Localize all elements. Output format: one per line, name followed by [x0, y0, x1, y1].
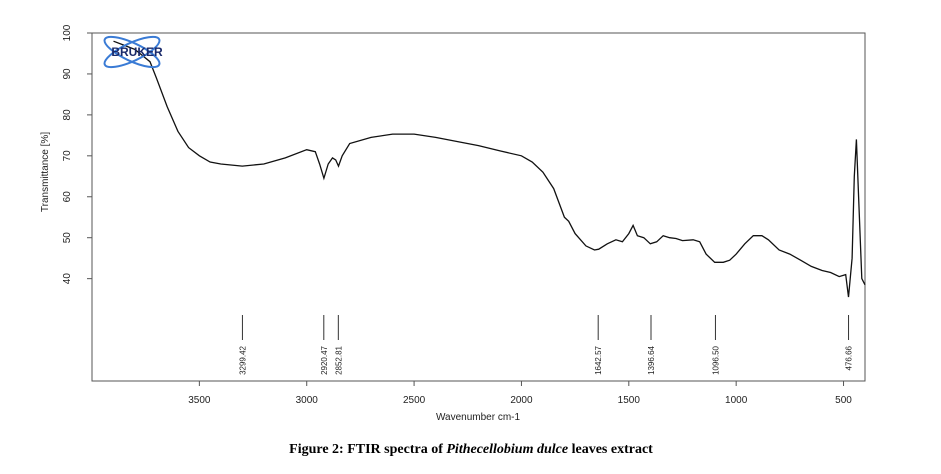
caption: Figure 2: FTIR spectra of Pithecellobium…	[289, 442, 653, 457]
x-tick-label: 1000	[725, 395, 748, 406]
caption-suffix: leaves extract	[568, 442, 653, 457]
y-axis-label: Transmittance [%]	[40, 132, 51, 212]
x-tick-label: 2500	[403, 395, 426, 406]
y-tick-label: 100	[62, 24, 73, 41]
y-tick-label: 70	[62, 150, 73, 162]
peak-label: 2852.81	[334, 345, 343, 374]
y-tick-label: 90	[62, 68, 73, 80]
x-tick-label: 2000	[510, 395, 533, 406]
caption-species: Pithecellobium dulce	[446, 442, 568, 457]
y-tick-label: 40	[62, 273, 73, 285]
plot-frame	[91, 32, 866, 382]
x-tick-label: 3000	[296, 395, 319, 406]
peak-label: 2920.47	[320, 345, 329, 374]
y-tick-label: 60	[62, 191, 73, 203]
caption-prefix: Figure 2: FTIR spectra of	[289, 442, 446, 457]
x-tick-label: 3500	[188, 395, 211, 406]
peak-label: 1396.64	[647, 345, 656, 374]
peak-label: 1642.57	[594, 345, 603, 374]
peak-label: 476.66	[845, 345, 854, 370]
x-tick-label: 500	[835, 395, 852, 406]
spectrum-line	[113, 40, 866, 298]
peak-label: 1096.50	[711, 345, 720, 374]
y-tick-label: 80	[62, 109, 73, 121]
x-axis-label: Wavenumber cm-1	[436, 412, 521, 423]
logo: BRUKER	[103, 35, 163, 69]
x-tick-label: 1500	[618, 395, 641, 406]
y-tick-label: 50	[62, 232, 73, 244]
logo-text: BRUKER	[111, 45, 163, 59]
peak-label: 3299.42	[238, 345, 247, 374]
